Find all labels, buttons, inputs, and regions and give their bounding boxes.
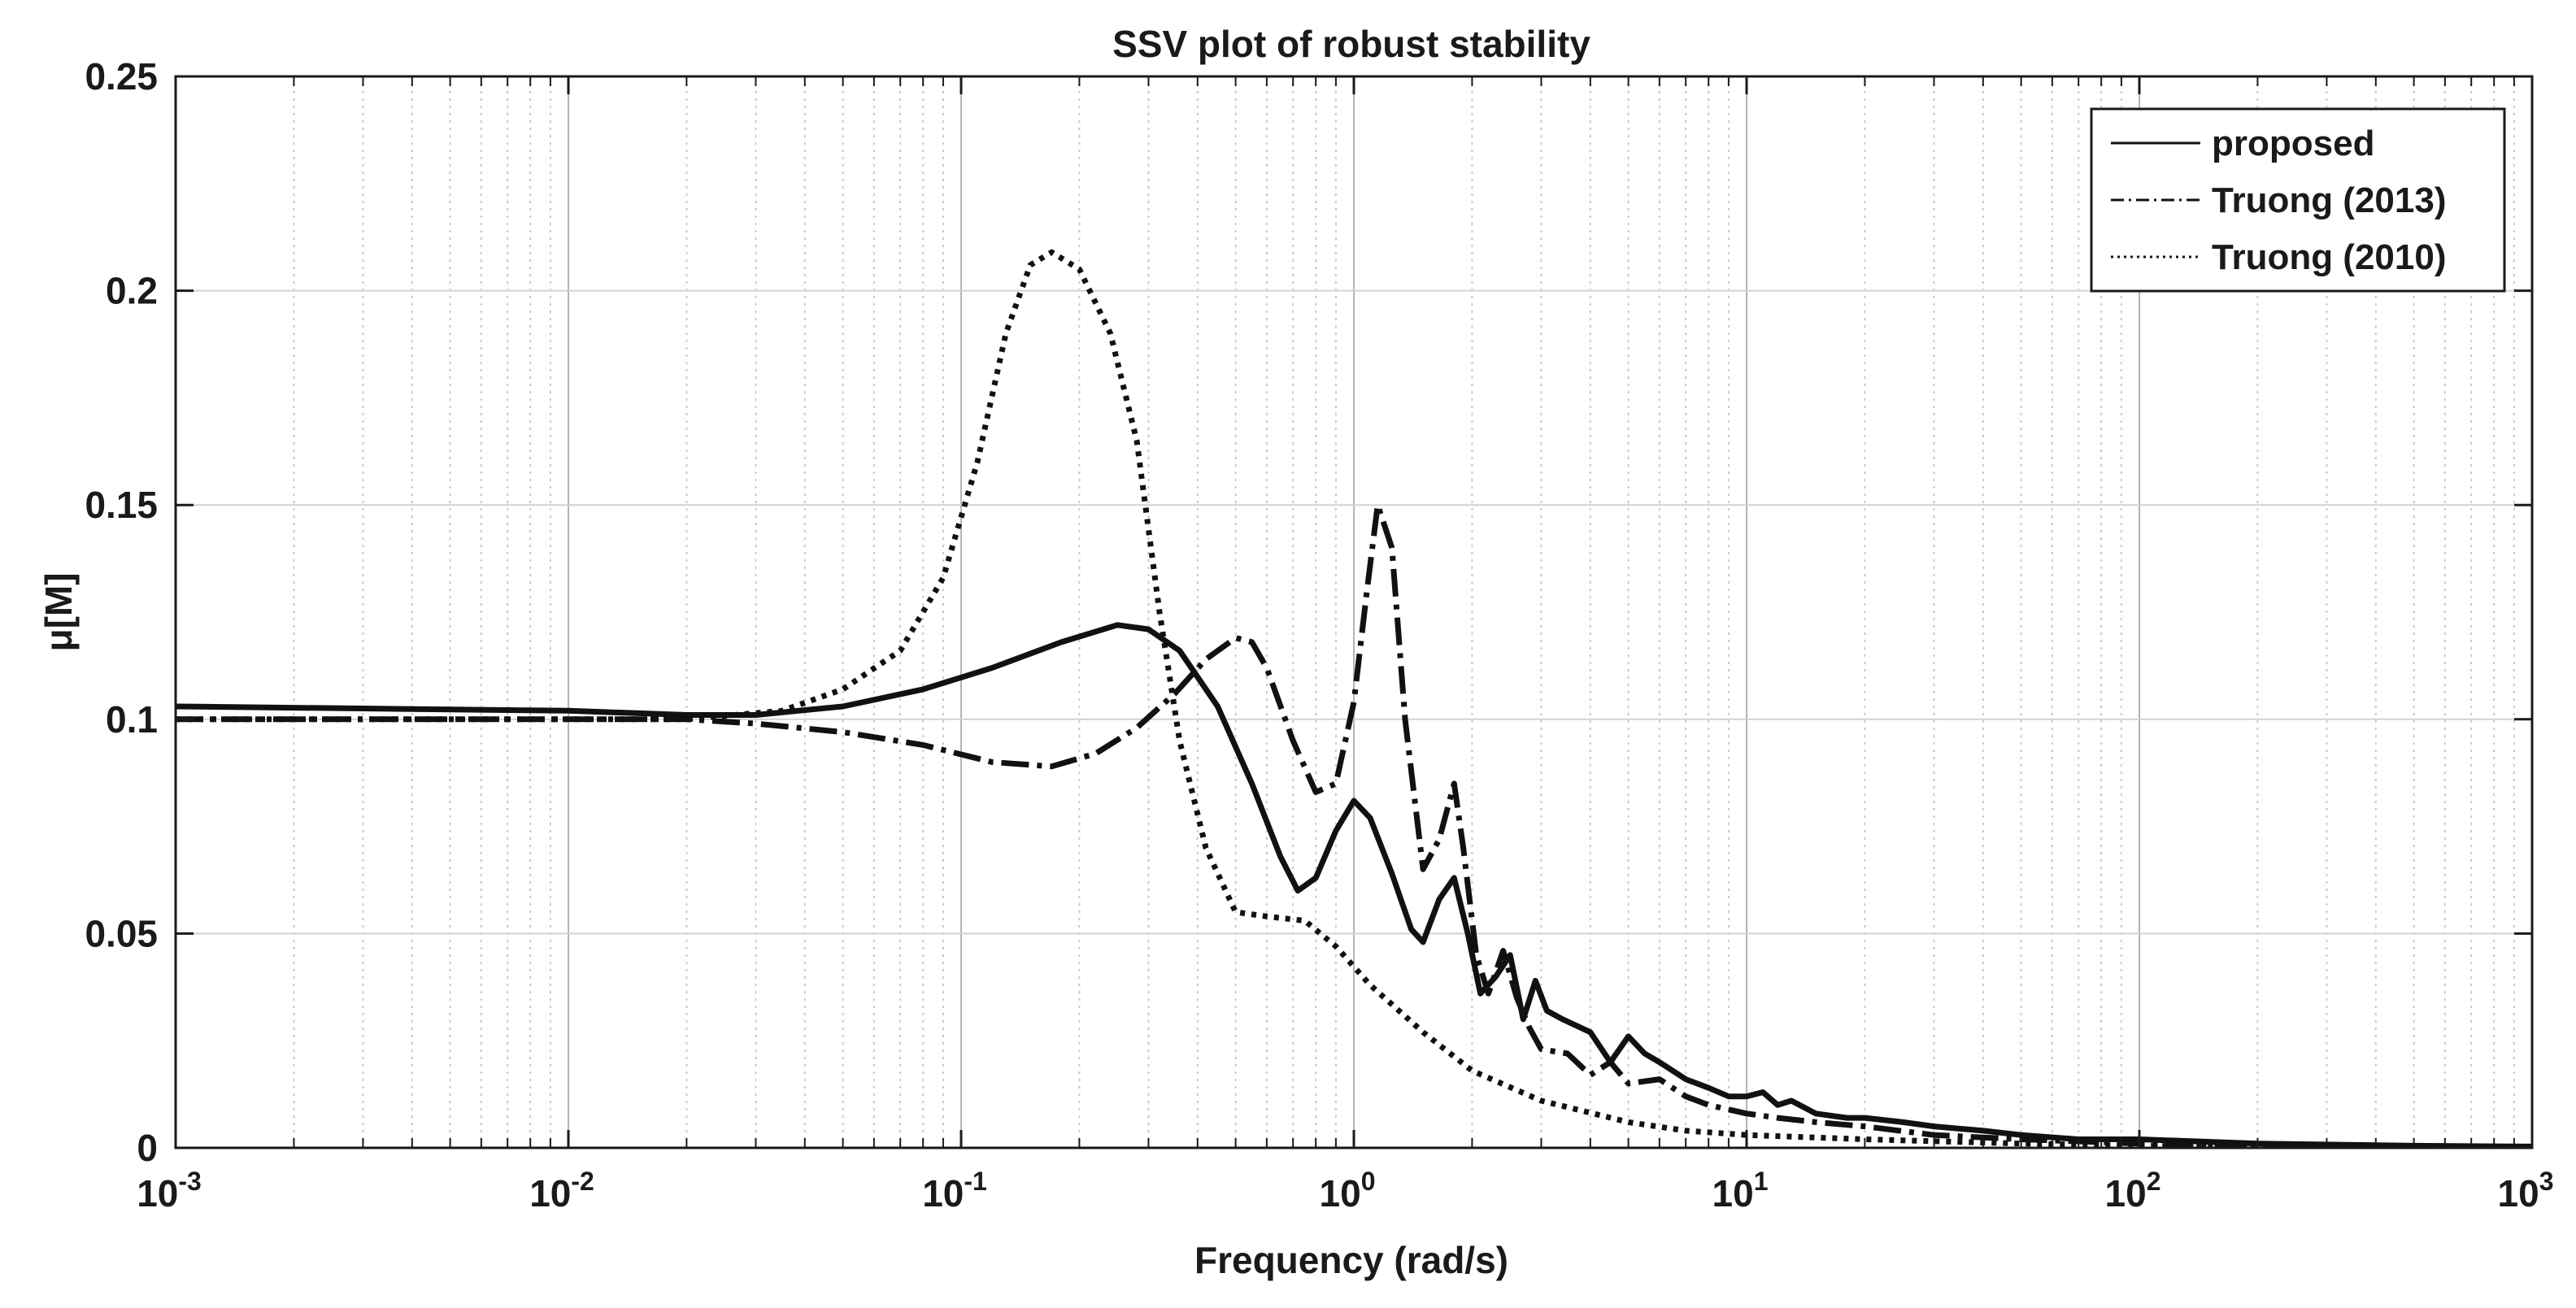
axis-ticks	[174, 75, 2534, 1149]
y-tick-label: 0.25	[85, 55, 158, 98]
series-layer	[176, 249, 2532, 1148]
x-tick-label: 10-1	[922, 1167, 987, 1215]
x-tick-label: 10-2	[529, 1167, 594, 1215]
y-tick-label: 0.15	[85, 484, 158, 526]
series-line-dotted	[176, 249, 2532, 1148]
x-tick-label: 100	[1320, 1167, 1376, 1215]
x-tick-label: 102	[2105, 1167, 2161, 1215]
x-axis-label: Frequency (rad/s)	[1194, 1239, 1508, 1281]
x-tick-label: 10-3	[137, 1167, 202, 1215]
y-tick-label: 0.05	[85, 912, 158, 954]
y-tick-label: 0	[137, 1127, 158, 1169]
x-tick-label: 103	[2498, 1167, 2554, 1215]
y-axis-label: μ[M]	[37, 572, 80, 651]
legend-label: proposed	[2212, 124, 2374, 163]
series-line-solid	[176, 622, 2532, 1148]
minor-gridlines	[293, 76, 2515, 1148]
legend-box	[2090, 107, 2506, 293]
x-tick-labels: 10-3 10-2 10-1 100 101 102 103	[137, 1167, 2553, 1215]
x-tick-label: 101	[1712, 1167, 1769, 1215]
legend-label: Truong (2010)	[2212, 237, 2447, 277]
y-tick-labels: 0 0.05 0.1 0.15 0.2 0.25	[85, 55, 158, 1169]
y-tick-label: 0.2	[106, 270, 158, 312]
y-tick-label: 0.1	[106, 698, 158, 741]
chart-title: SSV plot of robust stability	[1112, 23, 1590, 65]
legend-label: Truong (2013)	[2212, 180, 2447, 220]
series-line-dashdot	[176, 502, 2532, 1148]
legend: proposed Truong (2013) Truong (2010)	[2090, 107, 2506, 293]
